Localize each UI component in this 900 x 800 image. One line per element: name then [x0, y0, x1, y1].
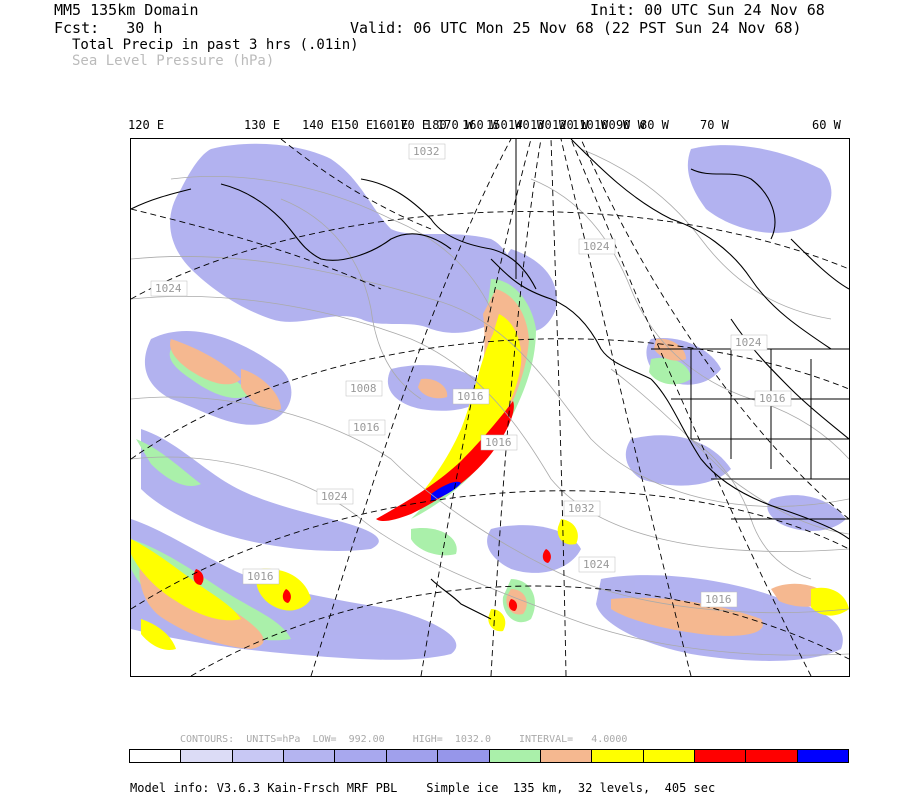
colorbar-swatch	[797, 750, 849, 762]
pressure-label: 1032	[413, 145, 440, 158]
colorbar-swatch	[592, 750, 644, 762]
lon-label: 130 E	[244, 118, 281, 132]
colorbar-swatch	[130, 750, 182, 762]
model-info: Model info: V3.6.3 Kain-Frsch MRF PBL Si…	[130, 781, 716, 795]
longitude-labels: 120 E 130 E 140 E 150 E 160 E 170 E 180 …	[0, 118, 900, 134]
colorbar-swatch	[540, 750, 593, 762]
lon-label: 120 W	[552, 118, 589, 132]
pressure-label: 1016	[759, 392, 786, 405]
pressure-label: 1016	[485, 436, 512, 449]
pressure-labels: 1032 1024 1024 1008 1016 1024 1016 1016 …	[150, 143, 792, 608]
pressure-label: 1016	[457, 390, 484, 403]
lon-label: 90 W	[616, 118, 645, 132]
pressure-label: 1016	[247, 570, 274, 583]
init-time: Init: 00 UTC Sun 24 Nov 68	[590, 1, 825, 19]
colorbar-swatch	[438, 750, 490, 762]
lon-label: 80 W	[640, 118, 669, 132]
political-borders	[515, 139, 849, 520]
precip-field-title: Total Precip in past 3 hrs (.01in)	[72, 37, 359, 53]
contour-legend: CONTOURS: UNITS=hPa LOW= 992.00 HIGH= 103…	[180, 734, 655, 745]
contour-interval: INTERVAL= 4.0000	[518, 734, 628, 745]
lon-label: 160 W	[462, 118, 499, 132]
precip-red	[193, 401, 551, 611]
lon-label: 130 W	[530, 118, 567, 132]
colorbar-swatch	[181, 750, 233, 762]
pressure-label: 1024	[583, 240, 610, 253]
colorbar-swatch	[694, 750, 747, 762]
lon-label: 100 W	[594, 118, 631, 132]
pressure-label: 1024	[583, 558, 610, 571]
precip-colorbar	[129, 749, 849, 763]
lon-label: 170 E	[393, 118, 430, 132]
pressure-label: 1032	[568, 502, 595, 515]
lon-label: 140 W	[508, 118, 545, 132]
pressure-label: 1016	[353, 421, 380, 434]
colorbar-swatch	[284, 750, 336, 762]
pressure-label: 1024	[735, 336, 762, 349]
lon-label: 120 E	[128, 118, 165, 132]
contour-high: HIGH= 1032.0	[412, 734, 491, 745]
lon-label: 150 W	[486, 118, 523, 132]
map-canvas: 1032 1024 1024 1008 1016 1024 1016 1016 …	[131, 139, 849, 676]
lon-label: 150 E	[337, 118, 374, 132]
lon-label: 180	[425, 118, 447, 132]
lon-label: 70 W	[700, 118, 729, 132]
lon-label: 60 W	[812, 118, 841, 132]
pressure-field-title: Sea Level Pressure (hPa)	[72, 53, 275, 69]
colorbar-swatch	[489, 750, 541, 762]
lon-label: 140 E	[302, 118, 339, 132]
domain-title: MM5 135km Domain	[54, 1, 199, 19]
pressure-label: 1008	[350, 382, 377, 395]
colorbar-swatch	[386, 750, 439, 762]
forecast-hour: Fcst: 30 h	[54, 19, 163, 37]
pressure-label: 1024	[155, 282, 182, 295]
pressure-label: 1016	[705, 593, 732, 606]
lon-label: 110 W	[572, 118, 609, 132]
pressure-label: 1024	[321, 490, 348, 503]
precip-blue	[431, 481, 461, 501]
lon-label: 170 W	[437, 118, 474, 132]
map-panel: 1032 1024 1024 1008 1016 1024 1016 1016 …	[130, 138, 850, 677]
lon-label: 160 E	[372, 118, 409, 132]
valid-time: Valid: 06 UTC Mon 25 Nov 68 (22 PST Sun …	[350, 19, 802, 37]
colorbar-swatch	[746, 750, 798, 762]
colorbar-swatch	[643, 750, 695, 762]
colorbar-swatch	[232, 750, 285, 762]
contour-units: CONTOURS: UNITS=hPa LOW= 992.00	[180, 734, 385, 745]
colorbar-swatch	[335, 750, 387, 762]
